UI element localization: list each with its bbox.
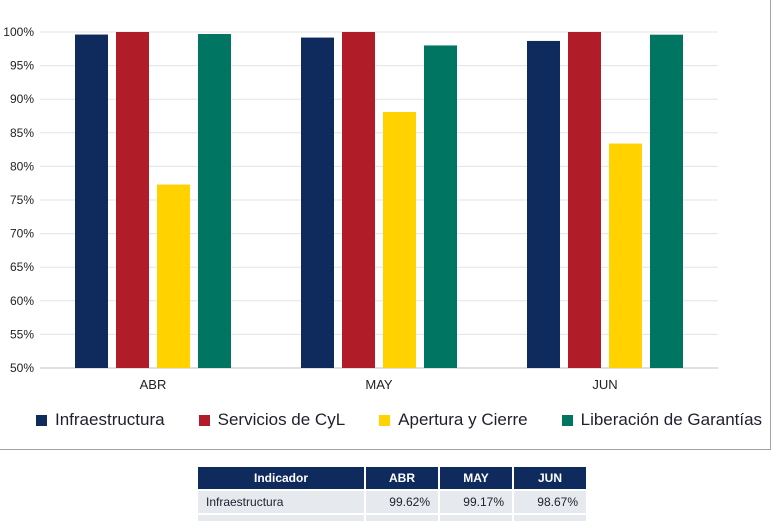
cell-abr: 99.62%: [366, 491, 438, 513]
bar: [198, 34, 231, 369]
bar: [301, 37, 334, 368]
y-tick-label: 80%: [10, 159, 34, 173]
bar: [609, 143, 642, 368]
legend-label: Servicios de CyL: [217, 410, 346, 429]
indicator-table: Indicador ABR MAY JUN Infraestructura 99…: [196, 465, 588, 523]
y-tick-label: 60%: [10, 294, 34, 308]
table-row: Infraestructura 99.62% 99.17% 98.67%: [198, 491, 586, 513]
bar-chart: 100% 95% 90% 85% 80% 75% 70% 65% 60% 55% 50% ABR MAY…: [3, 25, 718, 392]
header-abr: ABR: [366, 467, 438, 489]
chart-legend: Infraestructura Servicios de CyL Apertur…: [36, 410, 762, 430]
bar: [75, 34, 108, 369]
bar: [568, 32, 601, 368]
legend-swatch-infraestructura: [36, 414, 47, 426]
legend-label: Liberación de Garantías: [580, 410, 763, 429]
table-header-row: Indicador ABR MAY JUN: [198, 467, 586, 489]
cell-jun: 98.67%: [514, 491, 586, 513]
bar: [116, 32, 149, 368]
legend-swatch-servicios: [198, 414, 210, 426]
y-tick-label: 95%: [10, 59, 34, 73]
y-tick-label: 70%: [10, 227, 34, 241]
table-row-cutoff: [198, 515, 586, 521]
bar: [342, 32, 375, 368]
legend-item: Liberación de Garantías: [561, 410, 763, 430]
legend-item: Apertura y Cierre: [379, 410, 528, 430]
chart-panel: 100% 95% 90% 85% 80% 75% 70% 65% 60% 55% 50% ABR MAY…: [0, 0, 771, 450]
bar: [157, 184, 190, 368]
legend-item: Infraestructura: [36, 410, 165, 430]
legend-item: Servicios de CyL: [198, 410, 346, 430]
bar: [650, 34, 683, 369]
header-may: MAY: [440, 467, 512, 489]
legend-label: Apertura y Cierre: [398, 410, 528, 429]
bar: [424, 45, 457, 368]
y-tick-label: 65%: [10, 260, 34, 274]
legend-swatch-apertura: [379, 414, 391, 426]
bar: [383, 111, 416, 368]
bar: [527, 40, 560, 369]
row-name: Infraestructura: [198, 491, 364, 513]
cell-may: 99.17%: [440, 491, 512, 513]
x-tick-label: ABR: [140, 377, 167, 392]
legend-label: Infraestructura: [55, 410, 165, 429]
y-tick-label: 50%: [10, 361, 34, 375]
y-tick-label: 75%: [10, 193, 34, 207]
y-tick-label: 100%: [3, 25, 34, 39]
header-indicador: Indicador: [198, 467, 364, 489]
y-tick-label: 85%: [10, 126, 34, 140]
y-tick-label: 55%: [10, 327, 34, 341]
legend-swatch-liberacion: [561, 414, 573, 426]
x-tick-label: MAY: [365, 377, 393, 392]
y-tick-label: 90%: [10, 92, 34, 106]
x-tick-label: JUN: [592, 377, 617, 392]
header-jun: JUN: [514, 467, 586, 489]
